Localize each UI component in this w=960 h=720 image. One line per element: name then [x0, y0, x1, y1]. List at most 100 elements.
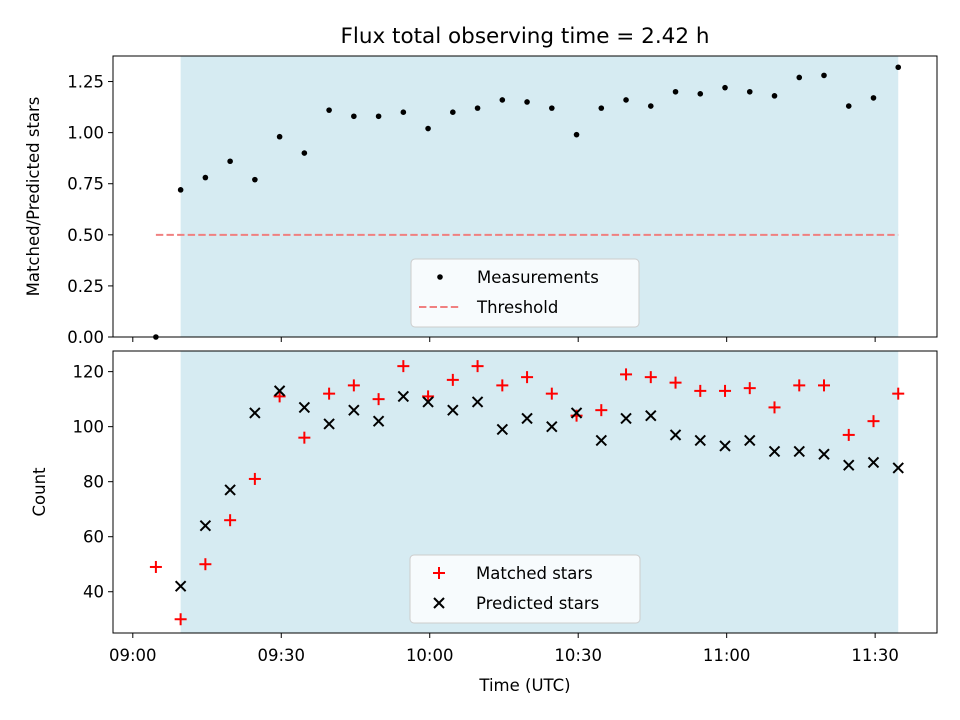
matched-star-point: [273, 390, 286, 403]
matched-star-point: [446, 373, 459, 386]
x-tick-label: 09:30: [257, 646, 305, 665]
measurement-point: [474, 105, 481, 111]
measurement-point: [796, 74, 803, 81]
chart-title: Flux total observing time = 2.42 h: [341, 24, 710, 49]
y-tick-label: 0.50: [67, 226, 104, 245]
top-panel: 0.00 0.25 0.50 0.75 1.00 1.25 Matched/Predict…: [24, 55, 938, 347]
predicted-star-point: [892, 462, 904, 474]
measurement-point: [722, 84, 728, 91]
x-tick-label: 10:00: [406, 646, 454, 665]
top-legend: Measurements Threshold: [410, 258, 640, 328]
predicted-star-point: [694, 434, 706, 447]
measurement-point: [202, 174, 209, 181]
measurement-point: [301, 150, 308, 156]
predicted-star-point: [645, 409, 657, 422]
top-y-axis-label: Matched/Predicted stars: [24, 97, 43, 297]
measurement-point: [450, 109, 456, 115]
predicted-star-point: [199, 519, 212, 532]
matched-star-point: [199, 558, 212, 571]
legend-label-matched: Matched stars: [476, 564, 593, 583]
measurement-point: [697, 91, 704, 97]
matched-star-point: [397, 360, 410, 373]
predicted-star-point: [521, 412, 533, 425]
predicted-star-point: [595, 434, 608, 447]
bottom-legend-box: [409, 554, 641, 624]
matched-star-point: [793, 379, 806, 392]
measurement-point: [573, 131, 580, 138]
measurement-point: [821, 72, 827, 79]
matched-star-point: [347, 379, 360, 392]
predicted-star-point: [744, 434, 756, 447]
bottom-y-axis-label: Count: [30, 467, 49, 517]
predicted-star-point: [249, 407, 261, 419]
predicted-star-point: [174, 580, 187, 592]
measurement-point: [746, 88, 753, 95]
y-tick-label: 0.00: [67, 328, 104, 347]
matched-star-point: [768, 401, 781, 414]
predicted-star-point: [298, 401, 311, 414]
measurement-point: [375, 113, 382, 120]
matched-star-point: [669, 376, 682, 389]
x-tick-label: 10:30: [554, 646, 602, 665]
matched-star-point: [372, 393, 385, 406]
x-axis-label: Time (UTC): [478, 676, 570, 695]
predicted-star-point: [372, 415, 385, 427]
measurement-point: [425, 125, 431, 132]
predicted-star-point: [669, 429, 682, 441]
matched-star-point: [842, 428, 855, 441]
legend-marker-measurements: [437, 274, 443, 280]
measurement-point: [400, 109, 407, 115]
matched-star-point: [496, 379, 509, 392]
measurement-point: [252, 176, 258, 183]
measurement-point: [177, 187, 184, 193]
predicted-star-point: [818, 448, 830, 460]
measurement-point: [499, 97, 506, 103]
legend-label-predicted: Predicted stars: [476, 594, 599, 613]
measurement-point: [870, 95, 877, 101]
matched-star-point: [743, 382, 756, 395]
bottom-legend: Matched stars Predicted stars: [409, 554, 641, 624]
y-tick-label: 60: [83, 528, 104, 547]
y-tick-label: 80: [83, 473, 104, 492]
bottom-y-ticks: 40 60 80 100 120: [73, 363, 113, 602]
predicted-star-point: [323, 418, 335, 430]
measurement-point: [598, 105, 605, 111]
top-y-ticks: 0.00 0.25 0.50 0.75 1.00 1.25: [67, 73, 113, 347]
predicted-star-point: [447, 404, 459, 416]
measurement-point: [549, 105, 555, 111]
measurement-point: [351, 113, 357, 120]
top-plot-frame: [112, 55, 938, 338]
matched-star-point: [174, 613, 187, 626]
matched-star-point: [471, 360, 484, 373]
y-tick-label: 40: [83, 583, 104, 602]
matched-star-point: [595, 404, 608, 417]
predicted-star-point: [496, 423, 509, 436]
measurement-point: [647, 103, 654, 109]
top-x-ticks: [132, 337, 876, 342]
matched-star-point: [867, 415, 880, 428]
predicted-star-point: [471, 396, 484, 408]
y-tick-label: 0.25: [67, 277, 104, 296]
predicted-star-point: [397, 390, 410, 403]
predicted-star-point: [546, 420, 558, 433]
x-tick-label: 11:30: [851, 646, 899, 665]
predicted-star-point: [620, 412, 632, 425]
matched-star-point: [892, 387, 905, 400]
predicted-star-point: [719, 440, 731, 452]
measurement-point: [672, 88, 679, 95]
matched-star-point: [620, 368, 633, 381]
matched-star-point: [323, 387, 336, 400]
y-tick-label: 120: [73, 363, 105, 382]
matched-star-point: [149, 560, 162, 573]
predicted-star-point: [867, 456, 880, 469]
predicted-star-point: [768, 445, 781, 458]
matched-star-point: [545, 387, 558, 400]
bottom-plot-frame: [112, 350, 938, 634]
matched-star-point: [248, 472, 261, 485]
matched-star-point: [521, 371, 534, 384]
y-tick-label: 1.25: [67, 73, 104, 92]
x-tick-label: 09:00: [109, 646, 157, 665]
bottom-panel: 40 60 80 100 120 09:00 09:30 10:00 10:30 11:00 11…: [30, 350, 938, 695]
predicted-star-point: [224, 484, 236, 496]
